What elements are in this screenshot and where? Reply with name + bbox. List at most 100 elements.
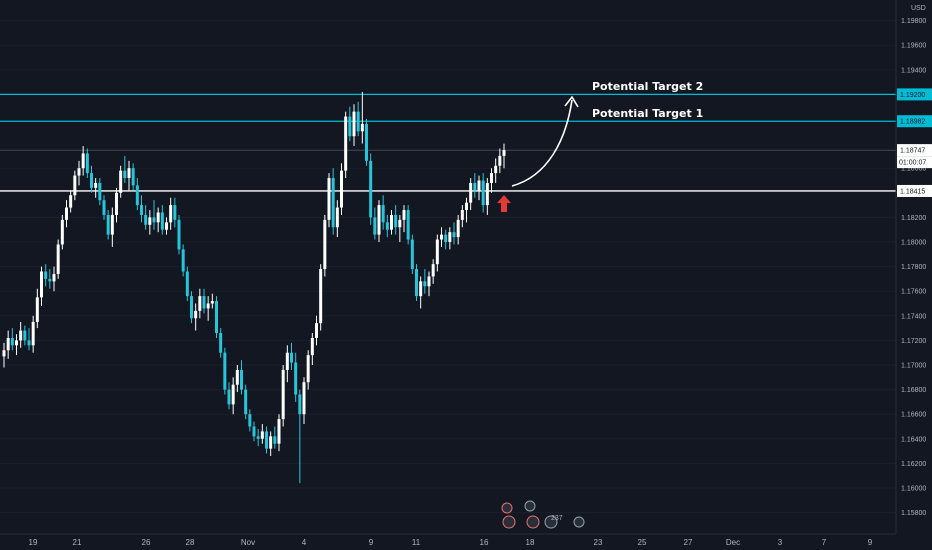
event-badge-count: 237 bbox=[551, 515, 563, 522]
y-tick-label: 1.19400 bbox=[901, 67, 926, 74]
candle-body bbox=[194, 310, 198, 319]
event-badge-icon[interactable] bbox=[526, 515, 540, 529]
x-tick-label: 18 bbox=[526, 538, 535, 547]
x-tick-label: 26 bbox=[142, 538, 151, 547]
candle-body bbox=[410, 239, 414, 270]
x-tick-label: 21 bbox=[73, 538, 82, 547]
x-tick-label: 9 bbox=[868, 538, 873, 547]
candle-body bbox=[206, 303, 210, 309]
candle-body bbox=[281, 369, 285, 420]
candle-body bbox=[460, 210, 464, 220]
candle-body bbox=[6, 337, 10, 351]
candle-body bbox=[15, 340, 18, 346]
x-tick-label: 28 bbox=[186, 538, 195, 547]
candle-body bbox=[19, 330, 23, 341]
candle-body bbox=[440, 234, 443, 240]
y-tick-label: 1.17200 bbox=[901, 338, 926, 345]
candle-body bbox=[119, 170, 123, 193]
candle-body bbox=[244, 389, 248, 415]
candle-body bbox=[173, 205, 177, 220]
candle-body bbox=[60, 219, 64, 245]
level-lines bbox=[0, 93, 896, 192]
candle-body bbox=[85, 153, 89, 174]
event-badges: 237 bbox=[501, 500, 585, 529]
y-tick-label: 1.16800 bbox=[901, 387, 926, 394]
y-tick-label: 1.16400 bbox=[901, 436, 926, 443]
candle-body bbox=[456, 219, 460, 238]
candle-body bbox=[431, 264, 435, 277]
target-1-label: Potential Target 1 bbox=[592, 107, 703, 120]
x-tick-label: 16 bbox=[480, 538, 489, 547]
candle-body bbox=[485, 182, 489, 206]
current-price-tag bbox=[897, 144, 932, 157]
candle-body bbox=[56, 244, 60, 274]
candle-body bbox=[23, 330, 27, 341]
candle-body bbox=[315, 323, 318, 338]
x-tick-label: 11 bbox=[412, 538, 421, 547]
candle-body bbox=[94, 182, 98, 188]
event-badge-icon[interactable] bbox=[544, 515, 558, 529]
candle-body bbox=[444, 234, 448, 242]
y-tick-label: 1.18000 bbox=[901, 240, 926, 247]
candle-body bbox=[394, 214, 398, 228]
candle-body bbox=[90, 173, 93, 188]
x-axis: 19 21 26 28 Nov 4 9 11 16 18 23 25 27 Dec 3 7 9 bbox=[0, 533, 932, 547]
event-badge-icon[interactable] bbox=[501, 502, 513, 514]
candle-body bbox=[69, 195, 73, 208]
candle-body bbox=[335, 207, 339, 228]
candle-body bbox=[385, 222, 389, 230]
annotations: Potential Target 2 Potential Target 1 bbox=[497, 80, 703, 212]
candle-body bbox=[231, 384, 235, 405]
candle-body bbox=[310, 337, 314, 356]
projection-arrow-head-icon bbox=[564, 95, 579, 108]
candle-body bbox=[352, 111, 356, 137]
candle-body bbox=[252, 426, 256, 437]
candle-body bbox=[494, 165, 498, 174]
event-badge-icon[interactable] bbox=[524, 500, 536, 512]
candle-body bbox=[144, 214, 148, 225]
x-tick-label: 19 bbox=[29, 538, 38, 547]
y-tick-label: 1.17800 bbox=[901, 264, 926, 271]
candle-body bbox=[190, 296, 193, 319]
candle-body bbox=[344, 116, 348, 171]
candle-body bbox=[348, 116, 352, 137]
candle-body bbox=[373, 217, 377, 235]
candle-body bbox=[390, 214, 393, 230]
event-badge-icon[interactable] bbox=[573, 516, 585, 528]
x-tick-label: 9 bbox=[369, 538, 374, 547]
candle-body bbox=[419, 281, 423, 297]
y-tick-label: 1.18600 bbox=[901, 166, 926, 173]
candle-body bbox=[294, 362, 298, 395]
candle-body bbox=[327, 178, 331, 220]
candle-body bbox=[260, 431, 264, 439]
candle-body bbox=[165, 222, 168, 230]
event-badge-icon[interactable] bbox=[502, 515, 516, 529]
candle-body bbox=[127, 168, 131, 179]
candle-body bbox=[256, 436, 260, 439]
candle-body bbox=[81, 153, 85, 169]
candle-body bbox=[152, 217, 156, 223]
x-tick-label: 3 bbox=[778, 538, 783, 547]
candle-body bbox=[210, 301, 214, 304]
candle-body bbox=[381, 205, 385, 223]
y-tick-labels: 1.15800 1.16000 1.16200 1.16400 1.16600 1.168… bbox=[901, 18, 926, 517]
x-tick-label: 23 bbox=[594, 538, 603, 547]
candle-body bbox=[115, 192, 118, 215]
y-tick-label: 1.16000 bbox=[901, 486, 926, 493]
candles bbox=[2, 91, 506, 484]
y-tick-label: 1.15800 bbox=[901, 510, 926, 517]
candle-body bbox=[181, 249, 185, 272]
candle-body bbox=[148, 217, 152, 225]
candle-body bbox=[356, 111, 360, 132]
candle-body bbox=[398, 219, 402, 228]
x-tick-label: 25 bbox=[638, 538, 647, 547]
y-tick-label: 1.16200 bbox=[901, 461, 926, 468]
x-tick-label: Nov bbox=[241, 538, 255, 547]
candle-body bbox=[298, 394, 302, 415]
potential-target-1-tag-label: 1.18982 bbox=[900, 119, 925, 126]
candle-body bbox=[377, 205, 381, 235]
candle-body bbox=[131, 168, 135, 186]
candle-body bbox=[156, 212, 160, 223]
potential-target-2-tag-label: 1.19200 bbox=[900, 92, 925, 99]
